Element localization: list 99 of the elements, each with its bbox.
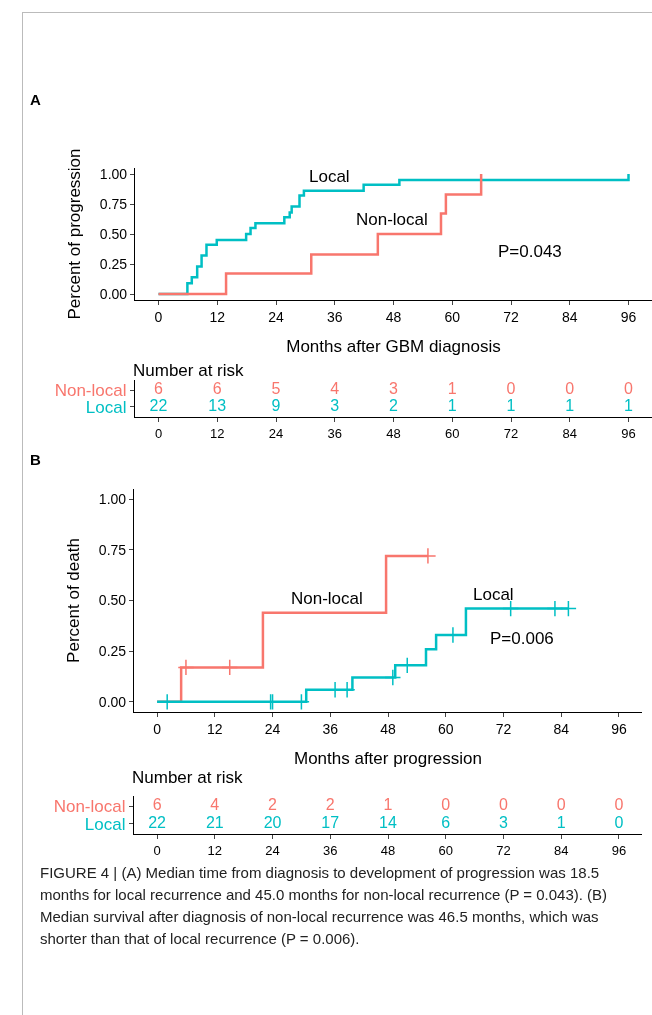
y-tick-label: 0.50 <box>99 225 128 242</box>
data-label: 0 <box>506 380 516 398</box>
data-label: 6 <box>154 380 164 398</box>
data-label: 0 <box>499 796 508 814</box>
annotation: P=0.043 <box>498 242 562 261</box>
chart-title: A <box>30 91 41 109</box>
x-tick-label: 0 <box>154 425 163 441</box>
annotation: P=0.006 <box>490 629 554 648</box>
y-tick-label: 0.50 <box>98 592 127 609</box>
data-label: 13 <box>208 396 227 414</box>
x-tick-label: 36 <box>327 425 342 441</box>
y-tick-label: 1.00 <box>98 491 127 508</box>
x-tick-label: 24 <box>268 308 284 325</box>
x-tick-label: 36 <box>322 720 339 737</box>
data-label: 0 <box>614 813 624 831</box>
x-tick-label: 60 <box>445 425 460 441</box>
data-label: 4 <box>210 796 220 814</box>
x-tick-label: 72 <box>503 425 519 441</box>
x-tick-label: 60 <box>437 720 454 737</box>
data-label: 17 <box>321 813 340 831</box>
x-tick-label: 96 <box>611 720 627 737</box>
x-axis-title: Months after progression <box>293 749 483 769</box>
data-label: 22 <box>149 396 168 414</box>
x-tick-label: 12 <box>209 308 226 325</box>
data-label: 1 <box>624 396 634 414</box>
data-label: 22 <box>148 813 167 831</box>
x-tick-label: 84 <box>553 720 570 737</box>
x-tick-label: 72 <box>503 308 519 325</box>
data-label: 1 <box>556 813 566 831</box>
data-label: 6 <box>441 813 451 831</box>
x-tick-label: 0 <box>153 720 162 737</box>
data-label: 0 <box>556 796 566 814</box>
data-label: 1 <box>447 380 457 398</box>
data-label: 20 <box>263 813 282 831</box>
x-tick-label: 48 <box>380 842 396 858</box>
caption: FIGURE 4 | (A) Median time from diagnosis to development of progression was 18.5 months for local recurrence and 45.0 months for non-local recurrence (P = 0.043). (B) Median survival after diagnosis of non-local recurrence was 46.5 months, which was shorter than that of local recurrence (P = 0.006). <box>40 863 609 949</box>
data-label: 2 <box>389 396 399 414</box>
data-label: 2 <box>325 796 335 814</box>
x-tick-label: 24 <box>268 425 284 441</box>
y-axis-title: Percent of death <box>64 538 84 663</box>
x-tick-label: 84 <box>562 425 577 441</box>
annotation: Local <box>473 585 514 604</box>
x-tick-label: 24 <box>265 842 280 858</box>
data-label: 14 <box>379 813 397 831</box>
y-tick-label: 0.25 <box>99 255 128 272</box>
y-tick-label: 0.00 <box>99 285 128 302</box>
data-label: 1 <box>447 396 457 414</box>
x-tick-label: 12 <box>207 842 223 858</box>
data-label: 9 <box>271 396 281 414</box>
y-tick-label: Local <box>84 814 126 834</box>
data-label: 1 <box>506 396 516 414</box>
x-tick-label: 48 <box>385 308 402 325</box>
data-label: 4 <box>330 380 340 398</box>
x-tick-label: 96 <box>621 425 636 441</box>
x-tick-label: 36 <box>323 842 338 858</box>
data-label: 5 <box>271 380 281 398</box>
y-axis-title: Percent of progression <box>65 148 85 320</box>
x-axis-title: Months after GBM diagnosis <box>286 337 501 357</box>
x-tick-label: 0 <box>154 308 163 325</box>
x-tick-label: 12 <box>207 720 223 737</box>
x-tick-label: 0 <box>153 842 161 858</box>
x-tick-label: 24 <box>264 720 281 737</box>
data-label: 3 <box>499 813 508 831</box>
x-tick-label: 72 <box>495 720 512 737</box>
x-tick-label: 72 <box>496 842 511 858</box>
data-label: 2 <box>268 796 278 814</box>
data-label: 1 <box>383 796 393 814</box>
y-tick-label: 0.25 <box>98 643 127 660</box>
data-label: 6 <box>212 380 222 398</box>
annotation: Non-local <box>356 210 428 229</box>
x-tick-label: 96 <box>611 842 627 858</box>
data-label: 0 <box>441 796 451 814</box>
data-label: 1 <box>565 396 575 414</box>
chart-title: B <box>30 451 41 469</box>
y-tick-label: 0.75 <box>98 541 127 558</box>
x-tick-label: 48 <box>380 720 396 737</box>
y-tick-label: 0.75 <box>99 195 128 212</box>
y-tick-label: 1.00 <box>99 165 128 182</box>
data-label: 0 <box>624 380 634 398</box>
y-tick-label: 0.00 <box>98 693 127 710</box>
data-label: 6 <box>152 796 162 814</box>
annotation: Local <box>309 167 350 186</box>
y-tick-label: Non-local <box>53 797 126 817</box>
chart-title: Number at risk <box>132 767 244 787</box>
x-tick-label: 36 <box>326 308 343 325</box>
data-label: 0 <box>614 796 624 814</box>
data-label: 21 <box>205 813 224 831</box>
x-tick-label: 60 <box>438 842 453 858</box>
x-tick-label: 48 <box>386 425 401 441</box>
chart-title: Number at risk <box>133 360 245 380</box>
data-label: 3 <box>330 396 340 414</box>
data-label: 3 <box>389 380 399 398</box>
x-tick-label: 84 <box>553 842 569 858</box>
x-tick-label: 96 <box>620 308 637 325</box>
data-label: 0 <box>565 380 575 398</box>
annotation: Non-local <box>291 589 363 608</box>
x-tick-label: 84 <box>561 308 578 325</box>
x-tick-label: 60 <box>444 308 461 325</box>
x-tick-label: 12 <box>210 425 225 441</box>
